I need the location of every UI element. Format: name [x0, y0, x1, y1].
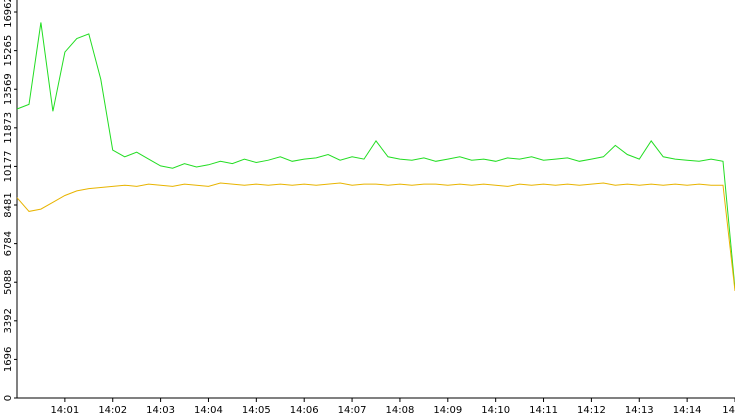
x-tick-label: 14:01	[50, 405, 79, 415]
series-line	[16, 182, 735, 292]
x-tick-label: 14:12	[577, 405, 606, 415]
y-tick-label: 10177	[3, 151, 14, 183]
y-tick-label: 6784	[3, 231, 14, 256]
y-tick-label: 1696	[3, 347, 14, 372]
x-tick-label: 14	[722, 405, 735, 415]
series-line	[16, 22, 735, 289]
y-tick-label: 8481	[3, 192, 14, 217]
x-tick-label: 14:03	[146, 405, 175, 415]
x-tick-label: 14:14	[673, 405, 702, 415]
x-tick-label: 14:05	[242, 405, 271, 415]
y-tick-label: 13569	[3, 73, 14, 105]
y-tick-label: 15265	[3, 35, 14, 67]
x-tick-label: 14:11	[529, 405, 558, 415]
y-tick-label: 11873	[3, 112, 14, 144]
x-tick-label: 14:04	[194, 405, 223, 415]
x-tick-label: 14:07	[338, 405, 367, 415]
x-tick-label: 14:13	[625, 405, 654, 415]
y-tick-label: 0	[3, 395, 14, 401]
x-tick-label: 14:02	[98, 405, 127, 415]
y-tick-label: 3392	[3, 308, 14, 333]
x-tick-label: 14:09	[433, 405, 462, 415]
x-tick-label: 14:08	[386, 405, 415, 415]
x-tick-label: 14:06	[290, 405, 319, 415]
x-tick-label: 14:10	[481, 405, 510, 415]
y-tick-label: 5088	[3, 269, 14, 294]
y-tick-label: 16962	[3, 0, 14, 28]
